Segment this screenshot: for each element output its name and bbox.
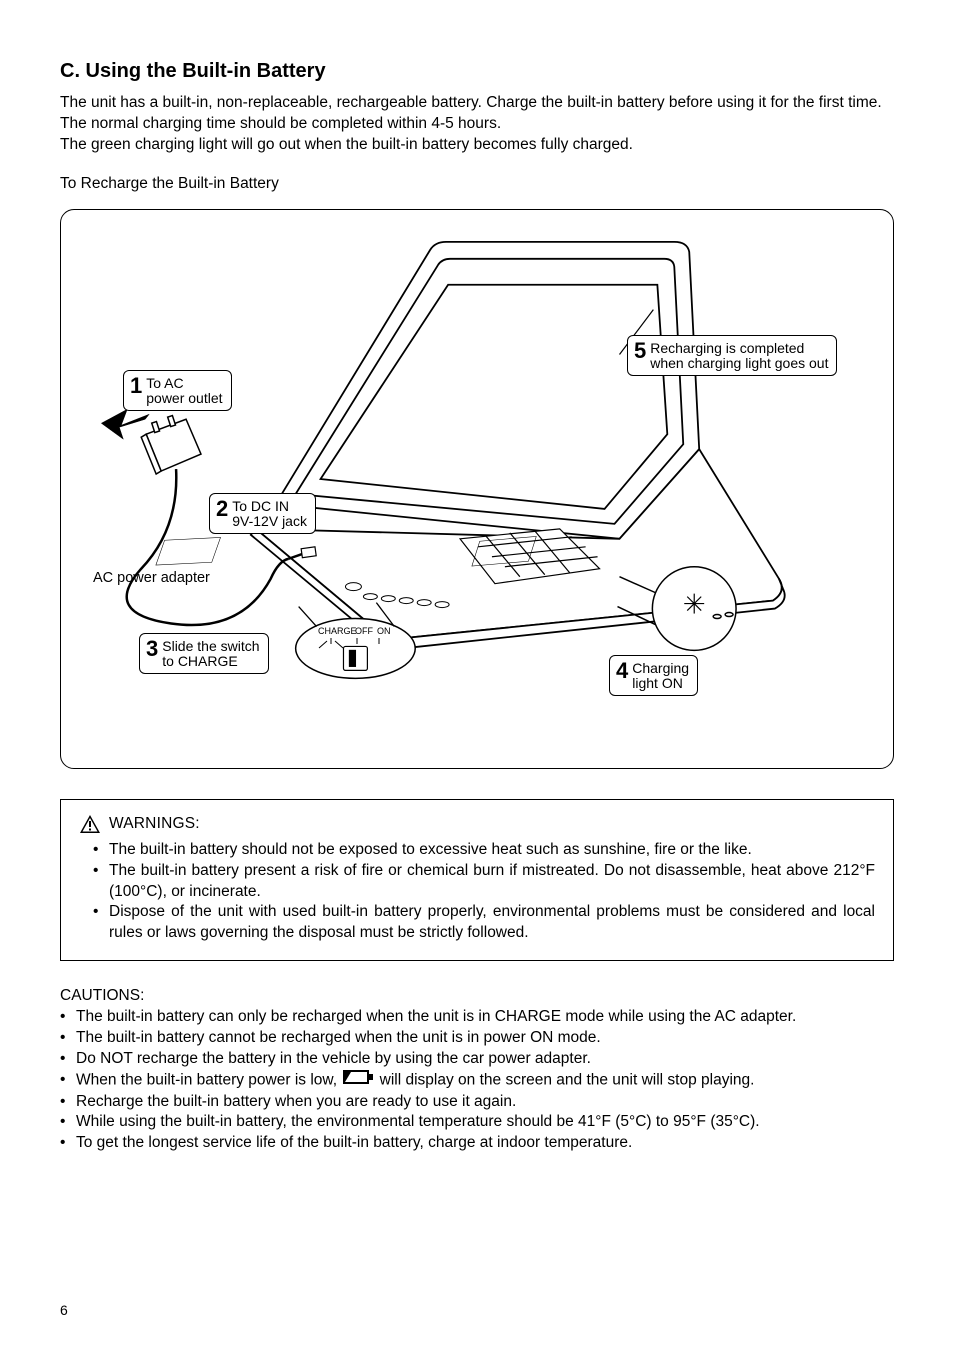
intro-paragraph: The unit has a built-in, non-replaceable… xyxy=(60,93,894,156)
ac-adapter-label: AC power adapter xyxy=(93,570,210,586)
warning-triangle-icon xyxy=(79,814,101,834)
callout-2: 2 To DC IN 9V-12V jack xyxy=(209,493,316,535)
callout-1-num: 1 xyxy=(130,375,142,397)
switch-ticks-icon xyxy=(317,638,397,652)
callout-2-num: 2 xyxy=(216,498,228,520)
section-title: C. Using the Built-in Battery xyxy=(60,60,894,83)
warnings-title-row: WARNINGS: xyxy=(79,814,875,834)
switch-label-charge: CHARGE xyxy=(318,626,357,636)
callout-1: 1 To AC power outlet xyxy=(123,370,232,412)
warnings-title: WARNINGS: xyxy=(109,815,200,833)
caution-item: While using the built-in battery, the en… xyxy=(60,1112,894,1133)
warnings-list: The built-in battery should not be expos… xyxy=(79,840,875,945)
caution-item-battery-low: When the built-in battery power is low, … xyxy=(60,1070,894,1091)
callout-3: 3 Slide the switch to CHARGE xyxy=(139,633,269,675)
callout-5-text: Recharging is completed when charging li… xyxy=(650,340,828,372)
callout-4: 4 Charging light ON xyxy=(609,655,698,697)
switch-label-on: ON xyxy=(377,626,391,636)
cautions-title: CAUTIONS: xyxy=(60,987,894,1005)
callout-3-text: Slide the switch to CHARGE xyxy=(162,638,259,670)
warning-item: Dispose of the unit with used built-in b… xyxy=(79,902,875,944)
warnings-box: WARNINGS: The built-in battery should no… xyxy=(60,799,894,962)
callout-5-num: 5 xyxy=(634,340,646,362)
callout-4-num: 4 xyxy=(616,660,628,682)
switch-label-off: OFF xyxy=(355,626,373,636)
callout-4-text: Charging light ON xyxy=(632,660,689,692)
device-illustration xyxy=(61,210,893,768)
caution-item: Do NOT recharge the battery in the vehic… xyxy=(60,1049,894,1070)
warning-item: The built-in battery present a risk of f… xyxy=(79,861,875,903)
low-battery-icon xyxy=(343,1070,373,1091)
callout-5: 5 Recharging is completed when charging … xyxy=(627,335,837,377)
page-number: 6 xyxy=(60,1302,68,1318)
caution-item: To get the longest service life of the b… xyxy=(60,1133,894,1154)
recharge-heading: To Recharge the Built-in Battery xyxy=(60,174,894,195)
intro-line-1: The unit has a built-in, non-replaceable… xyxy=(60,94,882,132)
warning-item: The built-in battery should not be expos… xyxy=(79,840,875,861)
callout-1-text: To AC power outlet xyxy=(146,375,222,407)
caution-item: The built-in battery cannot be recharged… xyxy=(60,1028,894,1049)
callout-2-text: To DC IN 9V-12V jack xyxy=(232,498,307,530)
caution-item: The built-in battery can only be recharg… xyxy=(60,1007,894,1028)
cautions-list: The built-in battery can only be recharg… xyxy=(60,1007,894,1154)
intro-line-2: The green charging light will go out whe… xyxy=(60,136,633,153)
recharge-diagram: 1 To AC power outlet 2 To DC IN 9V-12V j… xyxy=(60,209,894,769)
caution-battery-post: will display on the screen and the unit … xyxy=(375,1072,754,1089)
callout-3-num: 3 xyxy=(146,638,158,660)
caution-item: Recharge the built-in battery when you a… xyxy=(60,1092,894,1113)
caution-battery-pre: When the built-in battery power is low, xyxy=(76,1072,341,1089)
